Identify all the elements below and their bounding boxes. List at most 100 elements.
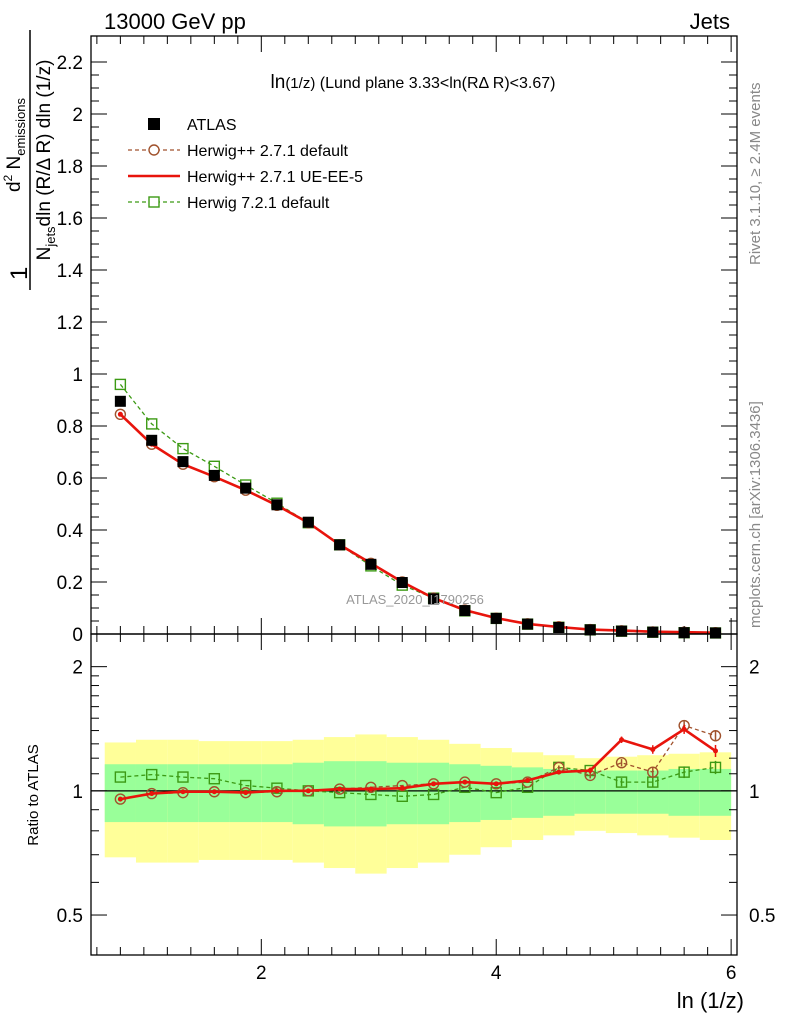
main-ytick-label: 0.2	[57, 573, 83, 594]
main-ytick-label: 1	[72, 365, 83, 386]
main-ytick-label: 2.2	[57, 53, 83, 74]
legend-marker-herwig721	[148, 196, 160, 208]
ratio-ytick-label-right: 0.5	[749, 906, 775, 927]
point-herwigpp_ueee5	[399, 785, 405, 791]
point-atlas	[302, 516, 314, 528]
point-atlas	[365, 558, 377, 570]
point-herwig721	[114, 378, 127, 391]
ratio-ytick-label-right: 2	[749, 658, 760, 679]
main-ytick-label: 0.8	[57, 417, 83, 438]
legend-label-herwigpp_default: Herwig++ 2.7.1 default	[187, 143, 349, 160]
ratio-panel-marks	[114, 719, 722, 805]
point-atlas	[553, 622, 565, 633]
rivet-label: Rivet 3.1.10, ≥ 2.4M events	[747, 83, 764, 266]
point-herwigpp_ueee5	[650, 746, 656, 752]
point-herwigpp_ueee5	[681, 726, 687, 732]
green-band-bin	[543, 768, 575, 816]
legend-label-atlas: ATLAS	[187, 117, 237, 134]
point-herwigpp_ueee5	[556, 769, 562, 775]
point-herwigpp_ueee5	[431, 781, 437, 787]
point-herwig721	[709, 761, 722, 774]
point-herwigpp_ueee5	[525, 777, 531, 783]
green-band-bin	[417, 762, 450, 825]
point-herwigpp_ueee5	[243, 790, 249, 796]
point-atlas	[428, 593, 440, 605]
point-herwigpp_default	[615, 757, 628, 769]
point-herwigpp_ueee5	[180, 789, 186, 795]
point-atlas	[459, 605, 471, 617]
main-ytick-label: 1.8	[57, 157, 83, 178]
x-axis-label: ln (1/z)	[677, 988, 744, 1013]
point-atlas	[240, 482, 252, 494]
ratio-ytick-label: 2	[72, 658, 83, 679]
main-panel-axis: 0 0.2 0.4 0.6 0.8 1 1.2 1.4 1.6 1.8 2 2.2	[57, 35, 738, 646]
point-atlas	[616, 625, 628, 637]
xtick-label: 4	[491, 963, 502, 984]
point-atlas	[522, 618, 534, 630]
point-atlas	[177, 456, 189, 468]
plot-title-rest: (Lund plane 3.33<ln(RΔ R)<3.67)	[315, 75, 555, 92]
ratio-panel-axis: 0.5 0.5 1 1 2 2 2 4 6	[57, 633, 775, 984]
point-herwigpp_ueee5	[149, 791, 155, 797]
point-herwigpp_default	[365, 781, 377, 793]
green-band-bin	[292, 762, 324, 825]
legend-marker-herwigpp_default	[148, 144, 160, 156]
ratio-ytick-label-right: 1	[749, 782, 760, 803]
ratio-ytick-label: 1	[72, 782, 83, 803]
ratio-ytick-label: 0.5	[57, 906, 83, 927]
legend-marker-atlas	[148, 118, 160, 130]
legend: ATLAS Herwig++ 2.7.1 default Herwig++ 2.7.…	[128, 117, 363, 212]
legend-label-herwigpp_ueee5: Herwig++ 2.7.1 UE-EE-5	[187, 169, 363, 186]
main-ytick-label: 1.2	[57, 313, 83, 334]
ylabel-one: 1	[6, 267, 33, 280]
point-atlas	[208, 469, 220, 481]
point-herwigpp_ueee5	[337, 786, 343, 792]
point-herwig721	[396, 790, 408, 803]
point-herwig721	[208, 773, 221, 785]
mcplots-label: mcplots.cern.ch [arXiv:1306.3436]	[747, 401, 764, 628]
point-herwig721	[177, 442, 189, 455]
main-ytick-label: 2	[72, 105, 83, 126]
point-herwigpp_ueee5	[368, 786, 374, 792]
legend-label-herwig721: Herwig 7.2.1 default	[187, 195, 330, 212]
header-left: 13000 GeV pp	[104, 9, 246, 34]
point-herwigpp_ueee5	[117, 411, 123, 417]
point-herwig721	[490, 786, 502, 799]
green-band-bin	[386, 762, 418, 825]
point-atlas	[647, 626, 659, 638]
point-atlas	[710, 627, 722, 639]
green-band-bin	[449, 764, 481, 823]
main-ytick-label: 1.4	[57, 261, 84, 282]
main-ytick-label: 0.6	[57, 469, 83, 490]
point-herwigpp_ueee5	[117, 796, 123, 802]
main-ytick-label: 0	[72, 625, 83, 646]
point-herwigpp_default	[647, 766, 659, 778]
point-herwigpp_ueee5	[619, 737, 625, 743]
xtick-label: 2	[256, 963, 267, 984]
point-herwigpp_ueee5	[493, 781, 499, 787]
point-herwig721	[615, 776, 628, 788]
main-ytick-label: 1.6	[57, 209, 83, 230]
point-atlas	[396, 577, 408, 589]
xtick-label: 6	[726, 963, 737, 984]
point-herwig721	[177, 771, 189, 783]
point-herwig721	[114, 771, 127, 783]
point-herwigpp_ueee5	[274, 788, 280, 794]
point-herwigpp_default	[709, 730, 722, 742]
point-herwigpp_ueee5	[587, 768, 593, 774]
point-atlas	[334, 539, 346, 551]
point-herwig721	[146, 768, 158, 781]
green-band-bin	[104, 764, 136, 823]
ylabel-numerator: d2 Nemissions	[1, 97, 28, 192]
plot-title-sub: (1/z)	[285, 75, 315, 92]
point-herwig721	[146, 418, 158, 430]
point-herwigpp_ueee5	[211, 789, 217, 795]
watermark: ATLAS_2020_I1790256	[346, 592, 484, 607]
main-ytick-label: 0.4	[57, 521, 84, 542]
point-herwig721	[678, 766, 690, 778]
series-line-herwigpp_ueee5	[120, 727, 717, 801]
green-band-bin	[699, 768, 732, 816]
point-herwigpp_ueee5	[305, 788, 311, 794]
point-herwigpp_default	[114, 408, 127, 420]
plot-title: ln(1/z) (Lund plane 3.33<ln(RΔ R)<3.67)	[271, 72, 556, 93]
